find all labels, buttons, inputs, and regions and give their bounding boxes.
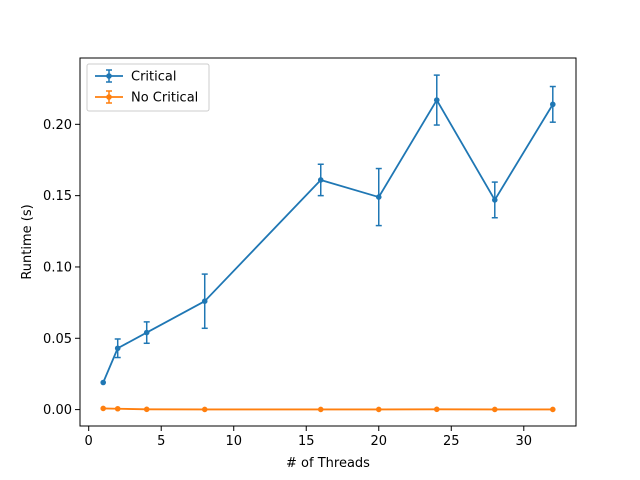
- y-tick-label: 0.15: [43, 189, 72, 204]
- y-tick-label: 0.10: [43, 260, 72, 275]
- data-point: [375, 194, 382, 200]
- axes-frame: [79, 57, 577, 427]
- legend-entry: No Critical: [95, 90, 198, 106]
- legend: Critical No Critical: [86, 63, 210, 112]
- series-1: [100, 405, 556, 413]
- legend-label: No Critical: [131, 91, 198, 106]
- data-point: [433, 97, 440, 103]
- data-point: [143, 406, 150, 413]
- data-point: [375, 406, 382, 413]
- x-axis-label: # of Threads: [286, 456, 370, 471]
- legend-marker: [106, 73, 112, 79]
- x-tick-label: 20: [370, 434, 387, 449]
- x-tick-label: 25: [443, 434, 460, 449]
- data-point: [549, 101, 556, 108]
- y-axis-ticks: 0.00 0.05 0.10 0.15 0.20: [43, 118, 80, 418]
- x-tick-label: 5: [157, 434, 165, 449]
- data-point: [549, 406, 556, 413]
- x-tick-label: 30: [516, 434, 533, 449]
- data-point: [317, 177, 324, 183]
- y-tick-label: 0.20: [43, 118, 72, 133]
- x-axis-ticks: 0 5 10 15 20 25 30: [85, 426, 533, 449]
- data-point: [201, 406, 208, 413]
- data-point: [491, 406, 498, 413]
- data-point: [114, 405, 121, 412]
- x-tick-label: 15: [298, 434, 315, 449]
- series-0: [100, 74, 556, 386]
- data-point: [491, 197, 498, 203]
- x-tick-label: 0: [85, 434, 93, 449]
- y-axis-label: Runtime (s): [20, 204, 35, 279]
- y-tick-label: 0.00: [43, 403, 72, 418]
- data-point: [317, 406, 324, 413]
- data-point: [114, 345, 121, 352]
- x-tick-label: 10: [225, 434, 242, 449]
- series-line: [103, 407, 553, 411]
- data-point: [201, 298, 208, 304]
- y-tick-label: 0.05: [43, 332, 72, 347]
- legend-entry: Critical: [95, 69, 176, 85]
- data-point: [433, 406, 440, 413]
- data-point: [100, 405, 107, 412]
- legend-label: Critical: [131, 70, 176, 85]
- data-point: [100, 379, 107, 386]
- series-layer: [100, 74, 556, 413]
- data-point: [143, 329, 150, 336]
- legend-marker: [106, 94, 112, 100]
